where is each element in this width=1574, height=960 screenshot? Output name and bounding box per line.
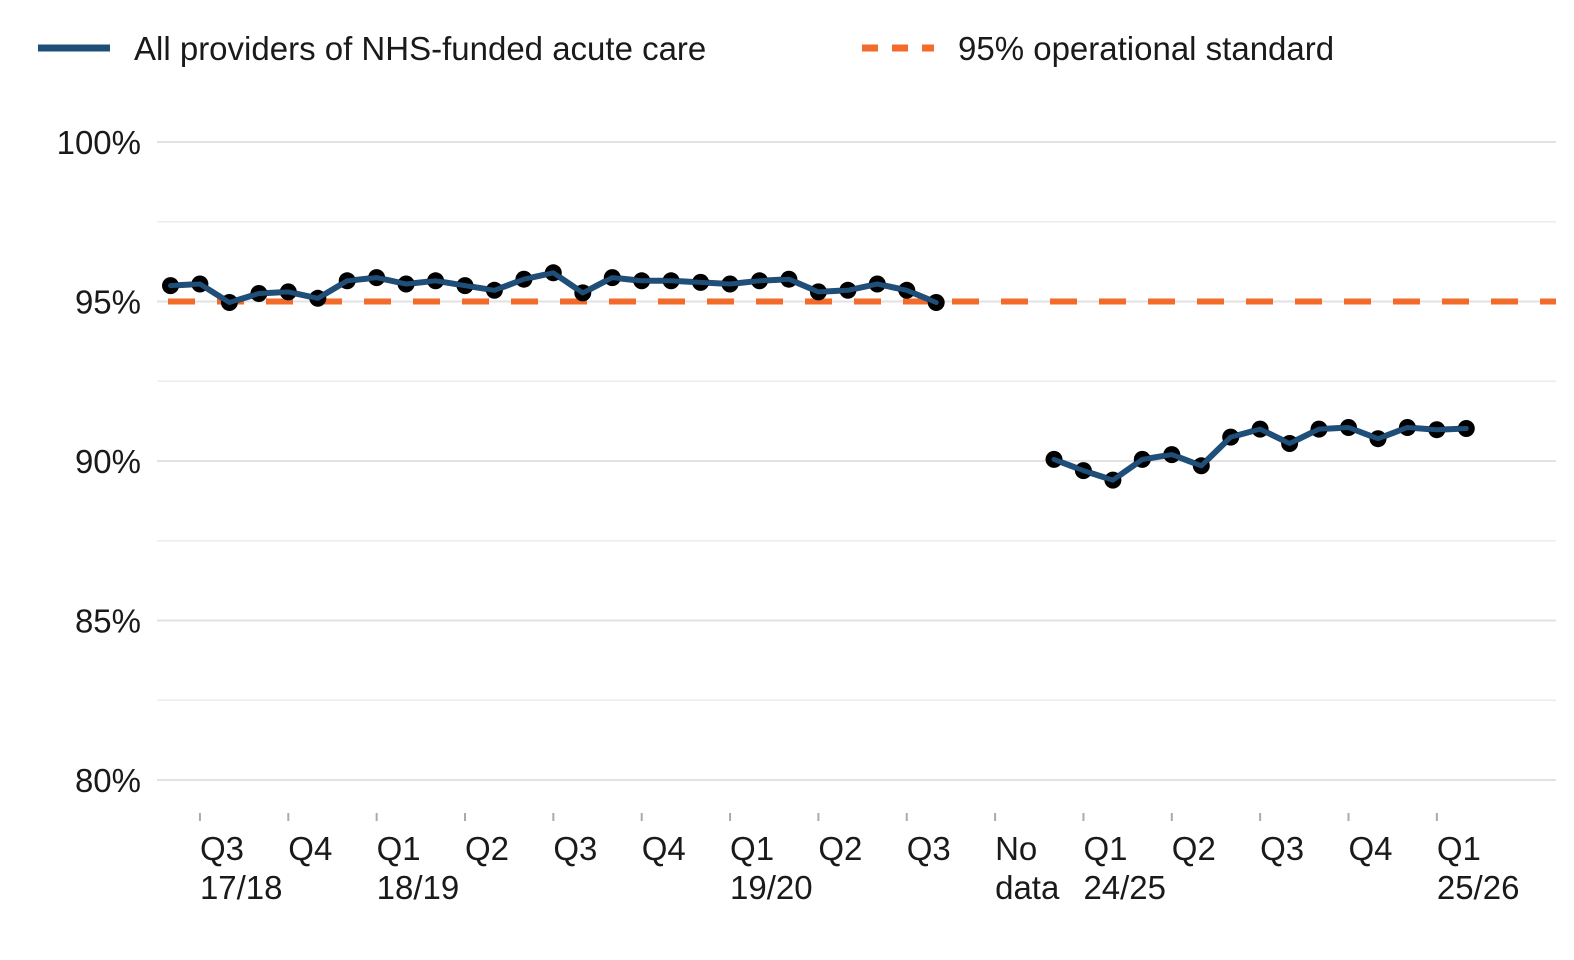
x-tick-label: No xyxy=(995,830,1037,867)
x-tick-label: Q4 xyxy=(288,830,332,867)
x-tick-sublabel: data xyxy=(995,869,1060,906)
legend-item-actual: All providers of NHS-funded acute care xyxy=(38,30,706,67)
series-line-overlay xyxy=(168,270,939,305)
x-tick-sublabel: 25/26 xyxy=(1437,869,1520,906)
x-tick-label: Q1 xyxy=(1083,830,1127,867)
x-tick-label: Q4 xyxy=(642,830,686,867)
x-tick-sublabel: 17/18 xyxy=(200,869,283,906)
x-tick-sublabel: 18/19 xyxy=(377,869,460,906)
legend-item-standard: 95% operational standard xyxy=(862,30,1334,67)
legend-label-standard: 95% operational standard xyxy=(958,30,1334,67)
x-tick-label: Q1 xyxy=(377,830,421,867)
x-tick-label: Q3 xyxy=(553,830,597,867)
x-tick-sublabel: 24/25 xyxy=(1083,869,1166,906)
x-tick-sublabel: 19/20 xyxy=(730,869,813,906)
legend-label-actual: All providers of NHS-funded acute care xyxy=(134,30,706,67)
grid-layer xyxy=(157,141,1556,781)
x-tick-label: Q3 xyxy=(200,830,244,867)
series-layer xyxy=(162,264,1556,489)
series-line-overlay xyxy=(1051,425,1469,483)
x-tick-label: Q3 xyxy=(907,830,951,867)
x-tick-label: Q3 xyxy=(1260,830,1304,867)
x-tick-label: Q2 xyxy=(1172,830,1216,867)
x-tick-label: Q4 xyxy=(1349,830,1393,867)
x-tick-label: Q2 xyxy=(818,830,862,867)
y-tick-label: 100% xyxy=(57,124,141,161)
x-tick-label: Q1 xyxy=(730,830,774,867)
legend: All providers of NHS-funded acute care 9… xyxy=(38,30,1334,67)
x-tick-label: Q1 xyxy=(1437,830,1481,867)
y-tick-label: 90% xyxy=(75,443,141,480)
y-tick-label: 80% xyxy=(75,762,141,799)
x-tick-label: Q2 xyxy=(465,830,509,867)
y-tick-label: 95% xyxy=(75,284,141,321)
y-tick-label: 85% xyxy=(75,603,141,640)
